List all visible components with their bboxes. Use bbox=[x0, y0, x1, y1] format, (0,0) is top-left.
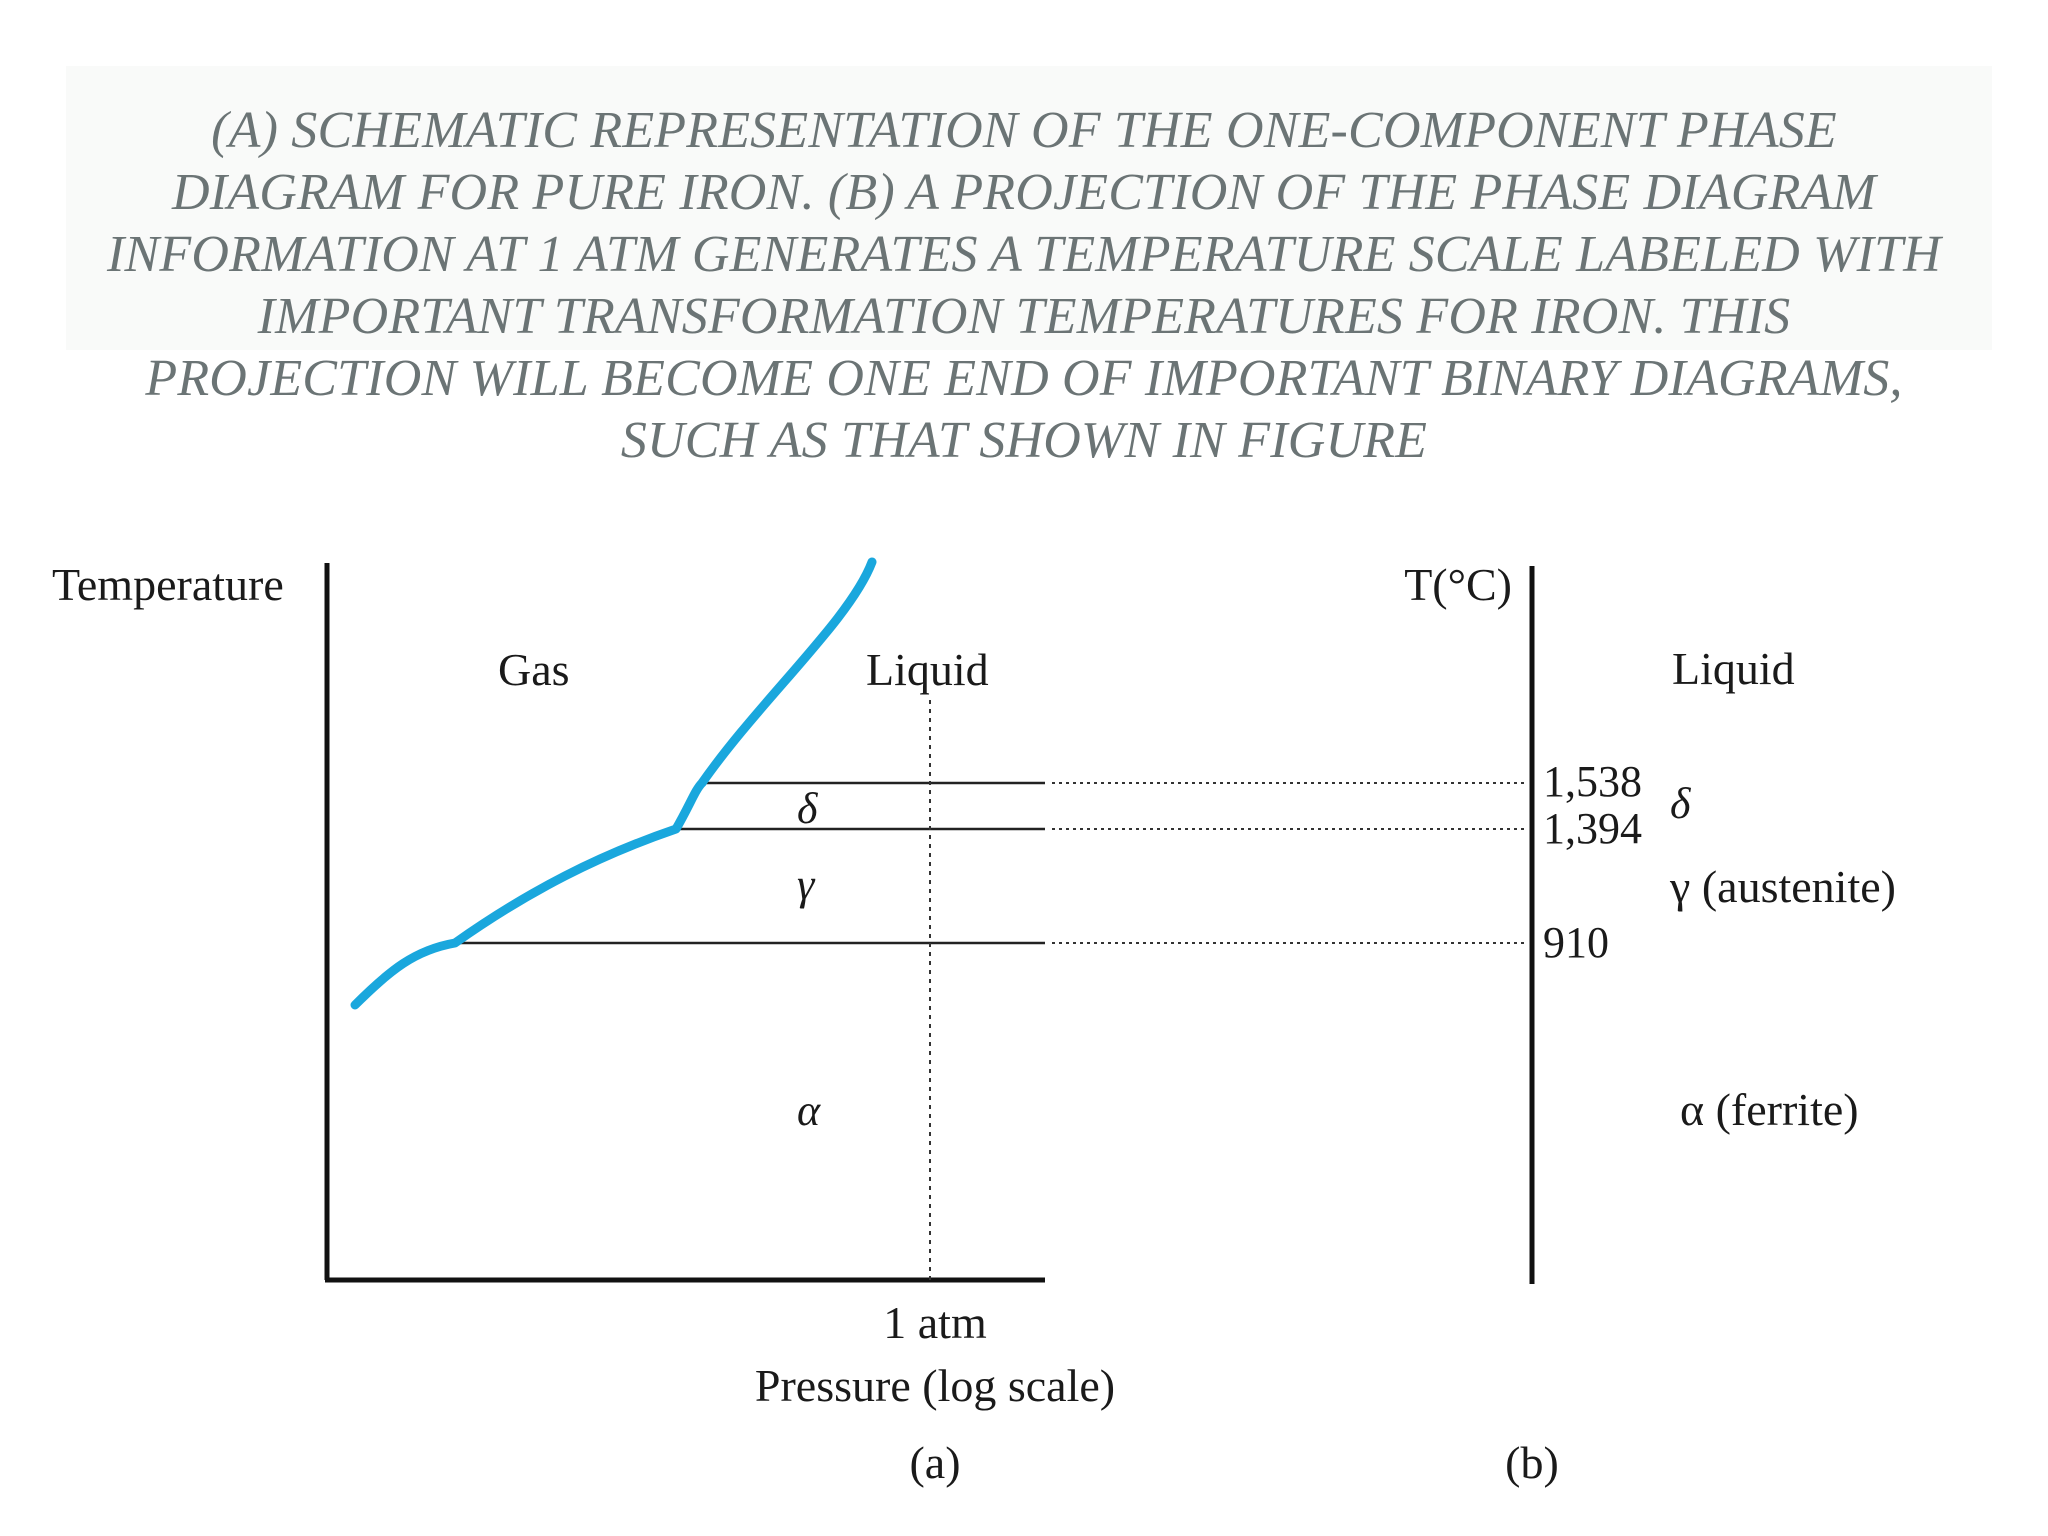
x-axis-label: Pressure (log scale) bbox=[755, 1360, 1115, 1411]
figure-caption: (A) SCHEMATIC REPRESENTATION OF THE ONE-… bbox=[106, 102, 1942, 469]
panel-b: T(°C) 1,538 1,394 910 Liquid δ γ (austen… bbox=[1404, 559, 1896, 1488]
temperature-1394: 1,394 bbox=[1543, 804, 1642, 853]
gamma-region-label: γ bbox=[797, 860, 816, 909]
panel-a-label: (a) bbox=[909, 1437, 960, 1488]
delta-region-label: δ bbox=[797, 784, 819, 833]
y-axis-label: Temperature bbox=[52, 559, 284, 610]
gas-region-label: Gas bbox=[498, 644, 570, 695]
caption-background bbox=[66, 66, 1992, 350]
liquid-region-label: Liquid bbox=[866, 644, 989, 695]
temperature-1538: 1,538 bbox=[1543, 757, 1642, 806]
vapor-pressure-curve bbox=[350, 557, 877, 1010]
alpha-phase-label: α (ferrite) bbox=[1680, 1084, 1859, 1135]
panel-b-label: (b) bbox=[1505, 1437, 1559, 1488]
temperature-scale-label: T(°C) bbox=[1404, 559, 1512, 610]
delta-phase-label: δ bbox=[1670, 779, 1692, 828]
liquid-phase-label: Liquid bbox=[1672, 643, 1795, 694]
one-atm-label: 1 atm bbox=[883, 1297, 987, 1348]
alpha-region-label: α bbox=[797, 1086, 821, 1135]
projection-lines bbox=[1052, 782, 1528, 944]
gamma-phase-label: γ (austenite) bbox=[1669, 861, 1896, 912]
panel-a: Temperature Gas Liquid δ γ α 1 atm Press… bbox=[52, 557, 1115, 1488]
temperature-910: 910 bbox=[1543, 918, 1609, 967]
